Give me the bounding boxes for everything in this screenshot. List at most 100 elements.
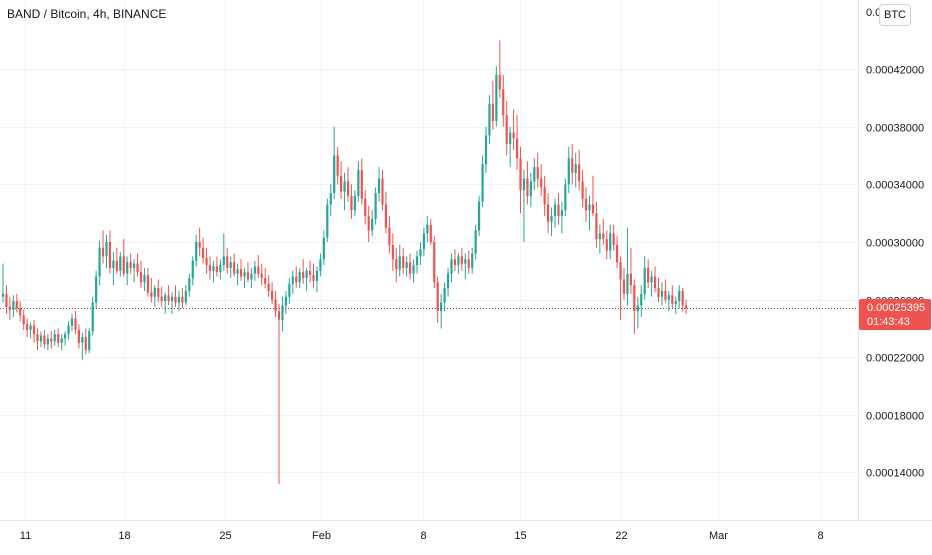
- time-tick-label: 11: [20, 530, 31, 542]
- candle-body: [450, 259, 453, 274]
- candle: [81, 332, 84, 361]
- candle-body: [446, 273, 450, 289]
- candle-body: [464, 259, 467, 264]
- candle-body: [657, 288, 660, 297]
- candle-body: [660, 290, 664, 297]
- candle: [108, 230, 112, 274]
- candle: [164, 292, 167, 315]
- candle-body: [540, 178, 543, 188]
- candle-body: [91, 302, 94, 332]
- candle-body: [305, 270, 308, 279]
- candle: [388, 216, 391, 254]
- candle: [636, 296, 639, 329]
- candle-body: [174, 296, 177, 303]
- candle-body: [167, 295, 170, 302]
- candle: [322, 230, 325, 266]
- candle-body: [605, 239, 608, 251]
- candle: [553, 198, 557, 228]
- candle-body: [484, 135, 488, 165]
- candle: [46, 334, 49, 351]
- candle: [540, 164, 543, 196]
- candle: [595, 201, 598, 248]
- candle: [353, 190, 356, 217]
- candle-body: [146, 275, 149, 293]
- candle-body: [343, 181, 346, 192]
- candle: [364, 190, 367, 225]
- candle-body: [591, 204, 595, 214]
- candle: [212, 260, 215, 283]
- candle-body: [212, 266, 215, 271]
- price-tick-label: 0.00022000: [866, 353, 924, 365]
- candle-body: [522, 178, 526, 191]
- candle: [405, 256, 408, 277]
- candle: [357, 161, 360, 202]
- candle-body: [98, 247, 101, 277]
- candle: [91, 296, 94, 336]
- candle-body: [88, 331, 91, 351]
- candle: [426, 216, 429, 242]
- candle-body: [491, 103, 494, 121]
- candle: [629, 247, 632, 294]
- price-tick-label: 0.00030000: [866, 238, 924, 250]
- candle-body: [564, 184, 567, 211]
- candle-body: [453, 259, 457, 266]
- candle-body: [215, 266, 218, 273]
- candle-body: [429, 224, 432, 242]
- candle-body: [353, 195, 356, 211]
- candle: [547, 193, 550, 234]
- time-tick-label: 15: [514, 530, 526, 542]
- currency-badge[interactable]: BTC: [879, 4, 911, 26]
- candle: [457, 253, 460, 274]
- time-tick-label: Mar: [709, 530, 728, 542]
- candle-body: [629, 273, 632, 286]
- candle-body: [19, 308, 22, 316]
- candle-body: [170, 296, 174, 302]
- candle-body: [471, 253, 474, 268]
- candle: [495, 66, 498, 127]
- candle: [112, 252, 115, 286]
- candle-body: [395, 259, 398, 270]
- candle: [253, 260, 256, 281]
- candle: [422, 227, 425, 257]
- candle-body: [322, 237, 325, 260]
- candle-body: [553, 204, 557, 217]
- candle-body: [460, 256, 463, 264]
- candle: [415, 250, 419, 274]
- candle-body: [205, 257, 208, 266]
- candle: [181, 288, 184, 309]
- candle: [609, 224, 612, 260]
- candle: [22, 309, 25, 330]
- candle: [602, 218, 605, 245]
- candle: [478, 195, 481, 237]
- candle: [202, 237, 205, 264]
- candle-body: [478, 201, 481, 231]
- candle-body: [36, 334, 39, 342]
- candle: [350, 184, 353, 219]
- candle: [622, 267, 626, 300]
- candle: [98, 240, 101, 286]
- candle: [612, 224, 615, 251]
- candle-body: [381, 178, 384, 205]
- candle: [243, 267, 246, 289]
- candle: [229, 256, 232, 279]
- candle-body: [239, 269, 243, 277]
- candle-body: [26, 324, 29, 330]
- candle-body: [367, 216, 370, 231]
- candle-body: [271, 290, 274, 300]
- candle: [308, 260, 312, 283]
- candle-body: [95, 276, 98, 303]
- candle: [208, 256, 212, 280]
- time-axis: 11 18 25 Feb 8 15 22 Mar 8: [20, 530, 824, 542]
- candle-body: [584, 198, 588, 211]
- candle: [70, 314, 74, 332]
- candle: [574, 152, 577, 188]
- candle: [32, 319, 36, 343]
- candle-body: [302, 272, 305, 279]
- candle-body: [526, 178, 529, 196]
- candle-body: [126, 262, 129, 274]
- candle: [446, 267, 450, 297]
- candle: [12, 295, 15, 317]
- candle-body: [112, 260, 115, 268]
